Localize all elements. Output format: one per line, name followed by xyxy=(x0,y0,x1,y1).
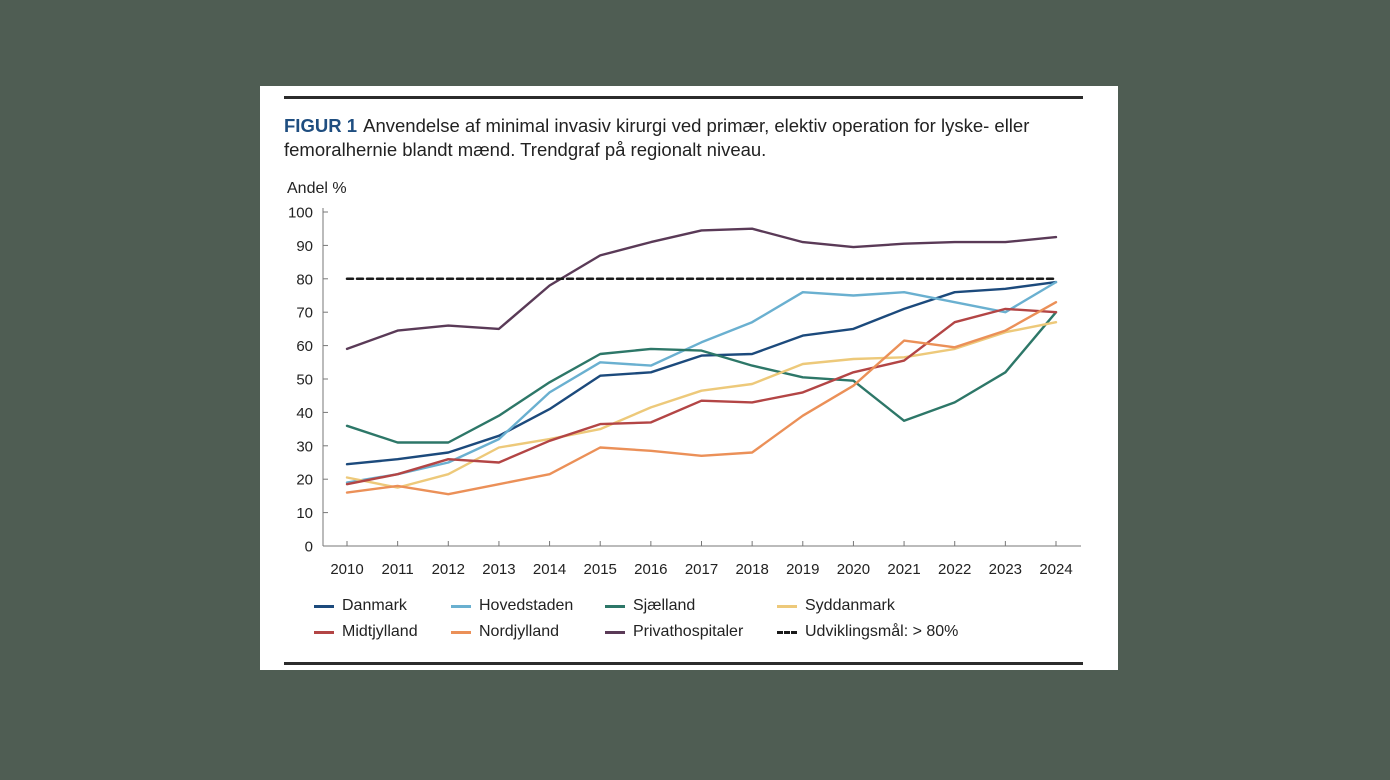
legend-label: Midtjylland xyxy=(342,623,418,640)
y-tick-label: 0 xyxy=(305,539,313,556)
line-chart: Andel % 0 10 20 30 40 50 60 70 80 90 100 2010 2011 201… xyxy=(287,180,1081,578)
y-tick-label: 80 xyxy=(296,271,313,288)
y-tick-label: 90 xyxy=(296,238,313,255)
x-tick-label: 2011 xyxy=(382,561,414,578)
x-tick-label: 2016 xyxy=(634,561,667,578)
chart-legend: Danmark Hovedstaden Sjælland Syddanmark Midt… xyxy=(314,596,1074,642)
y-tick-label: 60 xyxy=(296,338,313,355)
legend-item: Midtjylland xyxy=(314,622,451,642)
x-tick-label: 2018 xyxy=(735,561,768,578)
y-tick-label: 100 xyxy=(288,205,313,222)
y-tick-label: 50 xyxy=(296,372,313,389)
x-tick-label: 2015 xyxy=(584,561,617,578)
legend-swatch xyxy=(605,630,625,634)
y-tick-label: 70 xyxy=(296,305,313,322)
legend-swatch xyxy=(451,630,471,634)
legend-item: Nordjylland xyxy=(451,622,605,642)
x-tick-label: 2022 xyxy=(938,561,971,578)
legend-item: Privathospitaler xyxy=(605,622,777,642)
y-axis-label: Andel % xyxy=(287,180,347,197)
legend-swatch xyxy=(605,604,625,608)
series-line-danmark xyxy=(345,280,1058,466)
legend-label: Privathospitaler xyxy=(633,623,744,640)
legend-label: Syddanmark xyxy=(805,597,895,614)
x-tick-label: 2019 xyxy=(786,561,819,578)
figure-caption: FIGUR 1 Anvendelse af minimal invasiv ki… xyxy=(284,114,1094,162)
bottom-rule xyxy=(284,662,1083,665)
series-line-hovedstaden xyxy=(345,280,1058,484)
legend-swatch xyxy=(451,604,471,608)
y-tick-label: 20 xyxy=(296,472,313,489)
series-line-sjælland xyxy=(345,310,1058,444)
x-tick-label: 2012 xyxy=(432,561,465,578)
x-tick-label: 2010 xyxy=(330,561,363,578)
legend-item: Sjælland xyxy=(605,596,777,616)
legend-label: Hovedstaden xyxy=(479,597,574,614)
legend-item: Syddanmark xyxy=(777,596,997,616)
x-tick-label: 2013 xyxy=(482,561,515,578)
y-tick-label: 30 xyxy=(296,438,313,455)
legend-item: Hovedstaden xyxy=(451,596,605,616)
legend-label: Udviklingsmål: > 80% xyxy=(805,623,959,640)
figure-panel: FIGUR 1 Anvendelse af minimal invasiv ki… xyxy=(260,86,1118,670)
legend-item: Danmark xyxy=(314,596,451,616)
x-tick-label: 2023 xyxy=(989,561,1022,578)
x-tick-label: 2020 xyxy=(837,561,870,578)
series-line-nordjylland xyxy=(345,300,1058,496)
y-tick-label: 40 xyxy=(296,405,313,422)
figure-label: FIGUR 1 xyxy=(284,115,357,136)
legend-item: Udviklingsmål: > 80% xyxy=(777,622,997,642)
legend-swatch xyxy=(314,604,334,608)
legend-swatch xyxy=(314,630,334,634)
legend-label: Nordjylland xyxy=(479,623,560,640)
series-line-midtjylland xyxy=(345,307,1058,486)
legend-label: Sjælland xyxy=(633,597,696,614)
series-line-syddanmark xyxy=(345,320,1058,489)
x-tick-label: 2014 xyxy=(533,561,566,578)
x-tick-label: 2017 xyxy=(685,561,718,578)
legend-swatch xyxy=(777,630,797,634)
series-line-privathospitaler xyxy=(345,227,1058,351)
legend-swatch xyxy=(777,604,797,608)
y-tick-label: 10 xyxy=(296,505,313,522)
legend-label: Danmark xyxy=(342,597,407,614)
x-tick-label: 2024 xyxy=(1039,561,1072,578)
figure-caption-text: Anvendelse af minimal invasiv kirurgi ve… xyxy=(284,115,1030,160)
top-rule xyxy=(284,96,1083,99)
x-tick-label: 2021 xyxy=(887,561,920,578)
